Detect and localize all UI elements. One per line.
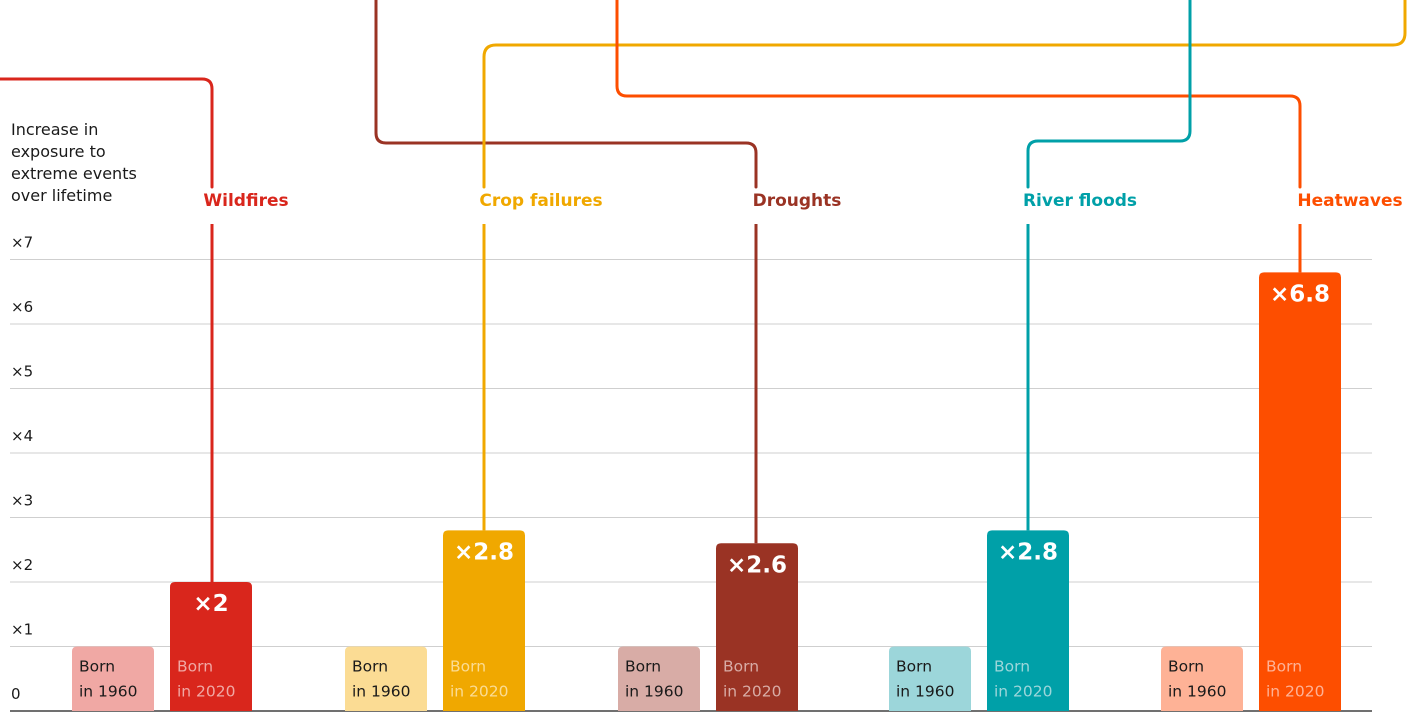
born-1960-label-heatwaves-line2: in 1960	[1168, 683, 1227, 701]
born-1960-label-river-floods: Born	[896, 658, 932, 676]
bar-crop-failures-born-2020	[443, 530, 525, 711]
born-1960-label-river-floods-line2: in 1960	[896, 683, 955, 701]
connector-droughts	[374, 0, 758, 189]
connector-wildfires	[0, 77, 214, 189]
bar-river-floods-born-1960	[889, 646, 971, 711]
connector-river-floods	[1026, 0, 1192, 189]
bar-droughts-born-1960	[618, 646, 700, 711]
y-tick-label: ×3	[11, 492, 33, 510]
value-label-droughts: ×2.6	[727, 552, 787, 578]
y-tick-label: ×1	[11, 621, 33, 639]
y-tick-label: ×5	[11, 363, 33, 381]
bar-labels: Wildfires ×2 Born in 1960 Born in 2020 Crop fa…	[79, 191, 1403, 701]
y-axis-title-line: exposure to	[11, 142, 106, 161]
born-2020-label-river-floods-line2: in 2020	[994, 683, 1053, 701]
y-tick-label: ×4	[11, 427, 33, 445]
born-2020-label-droughts: Born	[723, 658, 759, 676]
value-label-river-floods: ×2.8	[998, 539, 1058, 565]
born-2020-label-crop-failures: Born	[450, 658, 486, 676]
born-1960-label-crop-failures-line2: in 1960	[352, 683, 411, 701]
born-1960-label-heatwaves: Born	[1168, 658, 1204, 676]
y-axis-title-line: Increase in	[11, 120, 98, 139]
value-label-heatwaves: ×6.8	[1270, 281, 1330, 307]
y-axis-title-line: extreme events	[11, 164, 137, 183]
born-2020-label-wildfires: Born	[177, 658, 213, 676]
category-label-river-floods: River floods	[1023, 191, 1137, 211]
connector-heatwaves	[615, 0, 1302, 189]
category-label-droughts: Droughts	[753, 191, 842, 211]
bar-wildfires-born-1960	[72, 646, 154, 711]
category-label-wildfires: Wildfires	[203, 191, 288, 211]
bar-wildfires-born-2020	[170, 582, 252, 711]
born-1960-label-wildfires-line2: in 1960	[79, 683, 138, 701]
y-tick-label: ×7	[11, 234, 33, 252]
born-2020-label-heatwaves-line2: in 2020	[1266, 683, 1325, 701]
born-1960-label-droughts-line2: in 1960	[625, 683, 684, 701]
bar-heatwaves-born-2020	[1259, 272, 1341, 711]
bar-heatwaves-born-1960	[1161, 646, 1243, 711]
y-tick-label: ×2	[11, 556, 33, 574]
born-2020-label-crop-failures-line2: in 2020	[450, 683, 509, 701]
connector-lines	[0, 0, 1407, 189]
y-tick-label: ×6	[11, 298, 33, 316]
y-axis: 0 ×1 ×2 ×3 ×4 ×5 ×6 ×7 Increase in exposure to ext…	[11, 120, 137, 703]
value-label-crop-failures: ×2.8	[454, 539, 514, 565]
category-label-crop-failures: Crop failures	[479, 191, 602, 211]
y-tick-label: 0	[11, 685, 21, 703]
value-label-wildfires: ×2	[193, 591, 228, 617]
born-2020-label-river-floods: Born	[994, 658, 1030, 676]
connector-crop-failures	[482, 0, 1407, 189]
bar-droughts-born-2020	[716, 543, 798, 711]
born-2020-label-droughts-line2: in 2020	[723, 683, 782, 701]
bar-crop-failures-born-1960	[345, 646, 427, 711]
y-axis-title-line: over lifetime	[11, 186, 112, 205]
born-2020-label-wildfires-line2: in 2020	[177, 683, 236, 701]
category-label-heatwaves: Heatwaves	[1297, 191, 1402, 211]
born-1960-label-droughts: Born	[625, 658, 661, 676]
born-1960-label-crop-failures: Born	[352, 658, 388, 676]
born-1960-label-wildfires: Born	[79, 658, 115, 676]
born-2020-label-heatwaves: Born	[1266, 658, 1302, 676]
bar-river-floods-born-2020	[987, 530, 1069, 711]
bars	[72, 224, 1341, 711]
